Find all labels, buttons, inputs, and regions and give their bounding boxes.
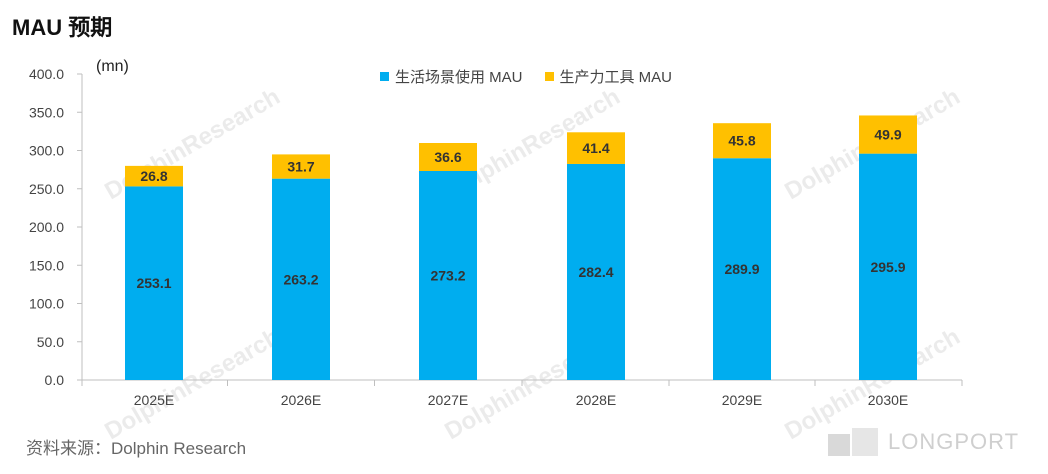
legend-swatch-life — [380, 72, 389, 81]
bars: 253.1 26.8 263.2 31.7 273.2 36.6 282.4 41.4 289.… — [125, 115, 917, 380]
data-label-tools: 41.4 — [582, 140, 609, 156]
x-tick-label: 2025E — [134, 392, 174, 408]
bar-life — [859, 153, 917, 380]
data-label-life: 263.2 — [283, 271, 318, 287]
brand-mark: LONGPORT — [828, 428, 1019, 456]
y-tick-label: 400.0 — [29, 66, 64, 82]
x-tick-label: 2027E — [428, 392, 468, 408]
bar-tools — [859, 115, 917, 154]
data-label-life: 289.9 — [724, 261, 759, 277]
brand-name: LONGPORT — [888, 429, 1020, 454]
data-label-tools: 31.7 — [287, 159, 314, 175]
data-label-tools: 36.6 — [434, 149, 461, 165]
y-tick-label: 300.0 — [29, 143, 64, 159]
legend-label-tools: 生产力工具 MAU — [559, 69, 673, 86]
bar-tools — [125, 165, 183, 187]
data-label-tools: 49.9 — [874, 127, 901, 143]
y-tick-label: 100.0 — [29, 296, 64, 312]
watermarks: DolphinResearch DolphinResearchDolphinRes… — [100, 83, 964, 445]
y-axis-unit: (mn) — [96, 58, 129, 75]
bar-tools — [419, 143, 477, 172]
x-tick-label: 2029E — [722, 392, 762, 408]
chart-title: MAU 预期 — [12, 15, 113, 40]
axes: 0.0 50.0 100.0 150.0 200.0 250.0 300.0 350.0 400… — [29, 66, 963, 408]
bar-life — [125, 186, 183, 380]
data-label-life: 295.9 — [870, 259, 905, 275]
bar-tools — [567, 132, 625, 164]
legend: 生活场景使用 MAU 生产力工具 MAU — [380, 66, 672, 87]
bar-life — [567, 163, 625, 380]
legend-label-life: 生活场景使用 MAU — [395, 69, 523, 86]
data-label-tools: 45.8 — [728, 133, 755, 149]
bar-tools — [272, 154, 330, 179]
bar-life — [272, 178, 330, 380]
x-tick-label: 2030E — [868, 392, 908, 408]
y-tick-label: 150.0 — [29, 257, 64, 273]
bar-life — [419, 171, 477, 380]
y-tick-label: 200.0 — [29, 219, 64, 235]
y-tick-label: 350.0 — [29, 104, 64, 120]
x-tick-label: 2026E — [281, 392, 321, 408]
legend-item-life: 生活场景使用 MAU — [380, 66, 523, 87]
x-tick-label: 2028E — [576, 392, 616, 408]
source-note: 资料来源：Dolphin Research — [26, 439, 247, 458]
legend-swatch-tools — [544, 72, 554, 81]
data-label-life: 253.1 — [136, 275, 171, 291]
y-tick-label: 50.0 — [37, 334, 64, 350]
legend-item-tools: 生产力工具 MAU — [544, 66, 673, 87]
data-label-life: 282.4 — [578, 264, 613, 280]
bar-tools — [713, 123, 771, 159]
y-tick-label: 250.0 — [29, 181, 64, 197]
bar-life — [713, 158, 771, 380]
data-label-tools: 26.8 — [140, 168, 167, 184]
y-tick-label: 0.0 — [45, 372, 65, 388]
longport-logo-icon — [828, 428, 878, 456]
data-label-life: 273.2 — [430, 268, 465, 284]
